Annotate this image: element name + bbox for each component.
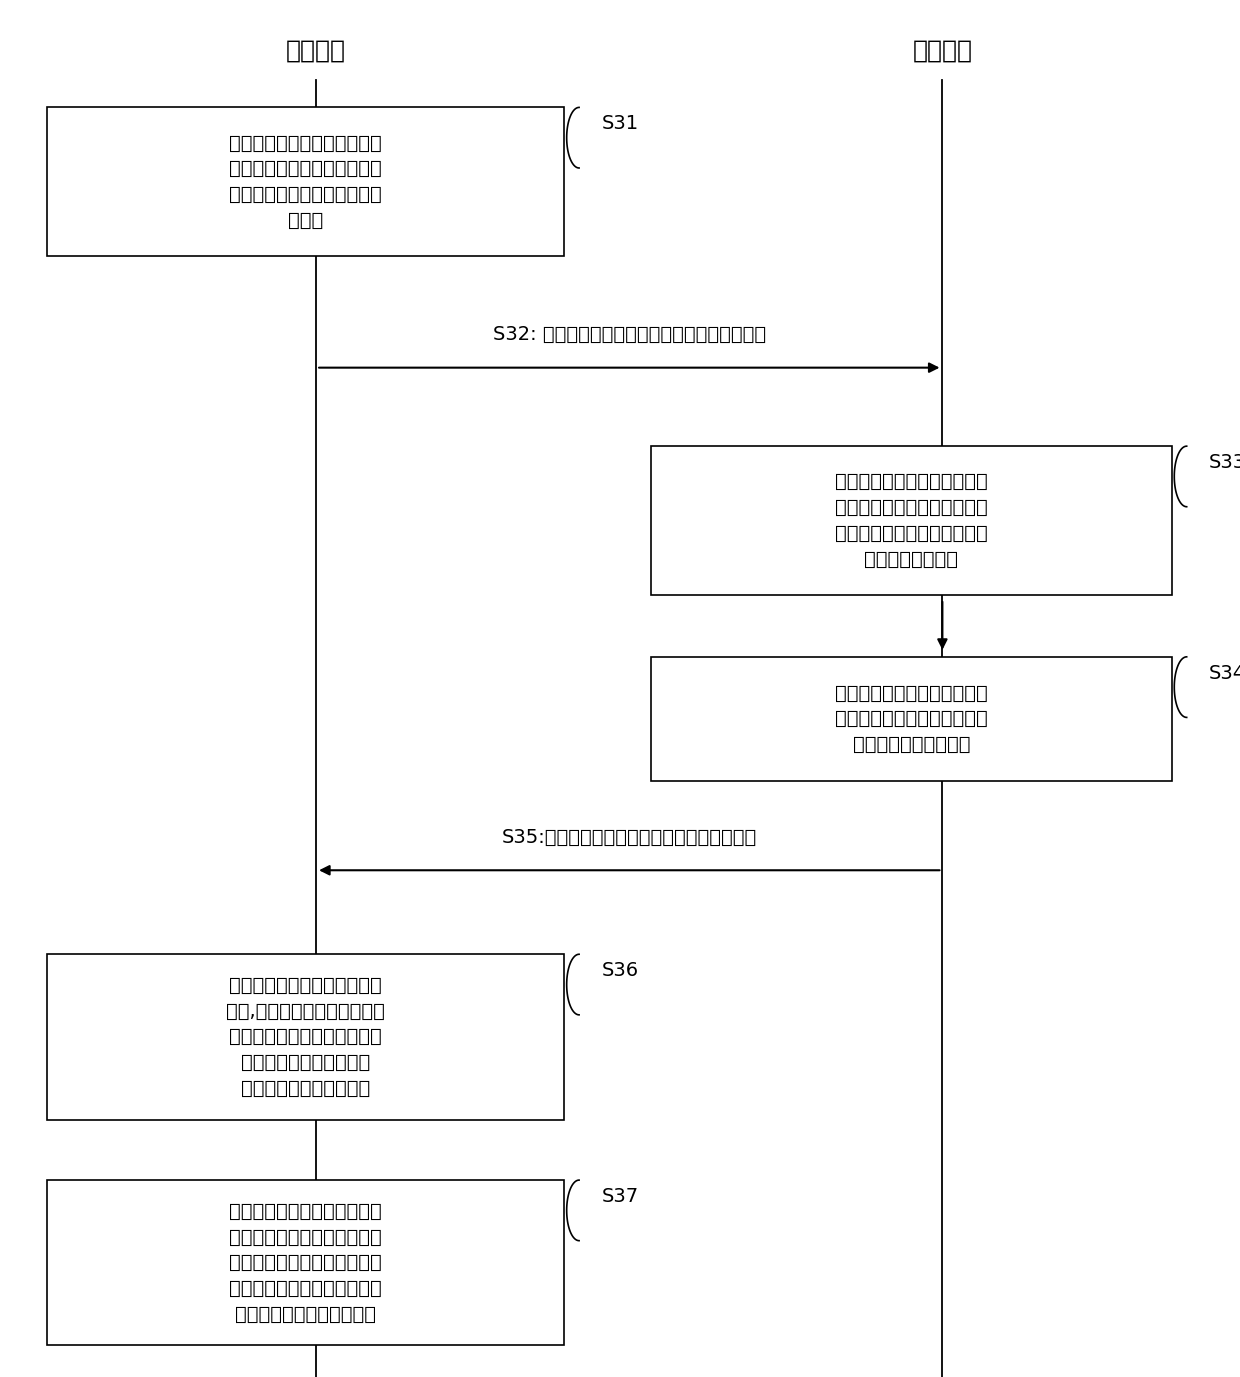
Bar (651, 446, 1172, 595)
Text: S32: 发送目的端口的状态特征参数以及传输时延: S32: 发送目的端口的状态特征参数以及传输时延 (492, 325, 766, 344)
Text: 采集每个目的端口的状态特征
参数,将所采集的目的端口的状
态特征参数输入至目的端口传
输时延预测模型中，获得
每个目的端口的传输时延: 采集每个目的端口的状态特征 参数,将所采集的目的端口的状 态特征参数输入至目的端… (226, 976, 386, 1097)
Text: 交换节点: 交换节点 (286, 39, 346, 63)
Text: 利用监督式机器学习算法，对
训练样本进行训练，生成目的
端口传输时延预测模型: 利用监督式机器学习算法，对 训练样本进行训练，生成目的 端口传输时延预测模型 (835, 683, 988, 755)
Text: S34: S34 (1209, 664, 1240, 683)
Text: 控制节点: 控制节点 (913, 39, 972, 63)
Text: S36: S36 (601, 961, 639, 980)
Bar (47, 954, 564, 1120)
Bar (47, 107, 564, 256)
Text: S35:发送所生成的目的端口传输时延预测模型: S35:发送所生成的目的端口传输时延预测模型 (502, 828, 756, 847)
Bar (47, 1180, 564, 1345)
Text: S37: S37 (601, 1187, 639, 1206)
Text: S33: S33 (1209, 453, 1240, 472)
Text: 对交换节点发送的目的端口的
状态特征参数以及目的端口在
当前状态下的传输时延进行处
理，生成训练样本: 对交换节点发送的目的端口的 状态特征参数以及目的端口在 当前状态下的传输时延进行… (835, 472, 988, 569)
Text: 在接收到待传递数据包时，路
由出待传递数据包的目的端口
，从路由出的待传递数据包中
，选择传输时延满足条件的目
的端口，传输待传递数据包: 在接收到待传递数据包时，路 由出待传递数据包的目的端口 ，从路由出的待传递数据包… (229, 1202, 382, 1323)
Bar (651, 657, 1172, 781)
Text: 采集至少一个目的端口的每个
目的端口的状态特征参数，以
及目的端口在当前状态下的传
输时延: 采集至少一个目的端口的每个 目的端口的状态特征参数，以 及目的端口在当前状态下的… (229, 134, 382, 230)
Text: S31: S31 (601, 114, 639, 134)
